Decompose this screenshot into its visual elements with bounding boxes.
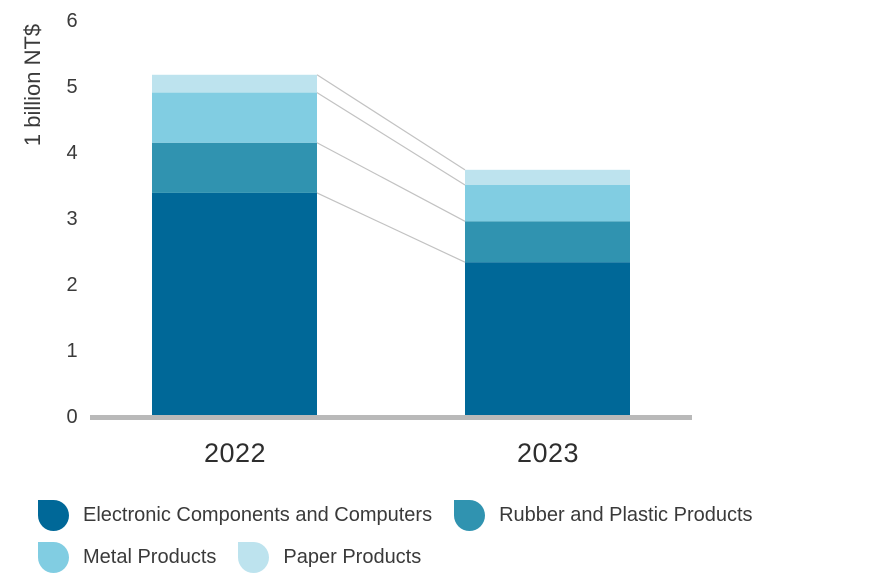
- y-tick-label: 5: [66, 76, 77, 98]
- legend-row-1: Electronic Components and Computers Rubb…: [38, 494, 872, 536]
- bar-segment: [465, 185, 630, 222]
- legend-item-rubber: Rubber and Plastic Products: [454, 499, 753, 531]
- connector-lines: [316, 74, 466, 263]
- connector-line: [316, 142, 466, 222]
- legend-row-2: Metal Products Paper Products: [38, 536, 872, 578]
- y-axis-label: 1 billion NT$: [20, 24, 45, 146]
- x-axis-categories: 2022 2023: [204, 438, 579, 468]
- y-tick-label: 1: [66, 340, 77, 362]
- legend-item-paper: Paper Products: [238, 541, 422, 573]
- x-category-label: 2023: [517, 438, 579, 468]
- x-axis-line: [90, 415, 692, 420]
- legend-label-rubber: Rubber and Plastic Products: [499, 503, 753, 526]
- legend-item-metal: Metal Products: [38, 541, 217, 573]
- legend: Electronic Components and Computers Rubb…: [38, 494, 872, 578]
- bar-segment: [152, 74, 317, 93]
- connector-line: [316, 92, 466, 186]
- legend-label-metal: Metal Products: [83, 545, 217, 568]
- y-tick-label: 0: [66, 406, 77, 428]
- y-tick-label: 4: [66, 142, 77, 164]
- y-tick-label: 2: [66, 274, 77, 296]
- x-category-label: 2022: [204, 438, 266, 468]
- y-axis-label-group: 1 billion NT$: [20, 24, 45, 146]
- legend-label-electronic: Electronic Components and Computers: [83, 503, 433, 526]
- bar-segment: [465, 169, 630, 185]
- stacked-bar-chart: 1 billion NT$ 0 1 2 3 4 5 6 2022 2023: [20, 10, 692, 468]
- legend-swatch-electronic: [38, 499, 69, 531]
- bars: [152, 74, 630, 416]
- legend-swatch-paper: [238, 541, 270, 573]
- legend-swatch-metal: [38, 541, 69, 573]
- bar-segment: [152, 142, 317, 193]
- bar-segment: [465, 221, 630, 263]
- connector-line: [316, 192, 466, 263]
- legend-label-paper: Paper Products: [283, 545, 422, 568]
- bar-segment: [152, 192, 317, 416]
- legend-swatch-rubber: [454, 499, 486, 531]
- bar-segment: [465, 262, 630, 416]
- y-tick-label: 3: [66, 208, 77, 230]
- y-axis-ticks: 0 1 2 3 4 5 6: [66, 10, 77, 428]
- legend-item-electronic: Electronic Components and Computers: [38, 499, 433, 531]
- y-tick-label: 6: [66, 10, 77, 32]
- connector-line: [316, 74, 466, 171]
- bar-segment: [152, 92, 317, 143]
